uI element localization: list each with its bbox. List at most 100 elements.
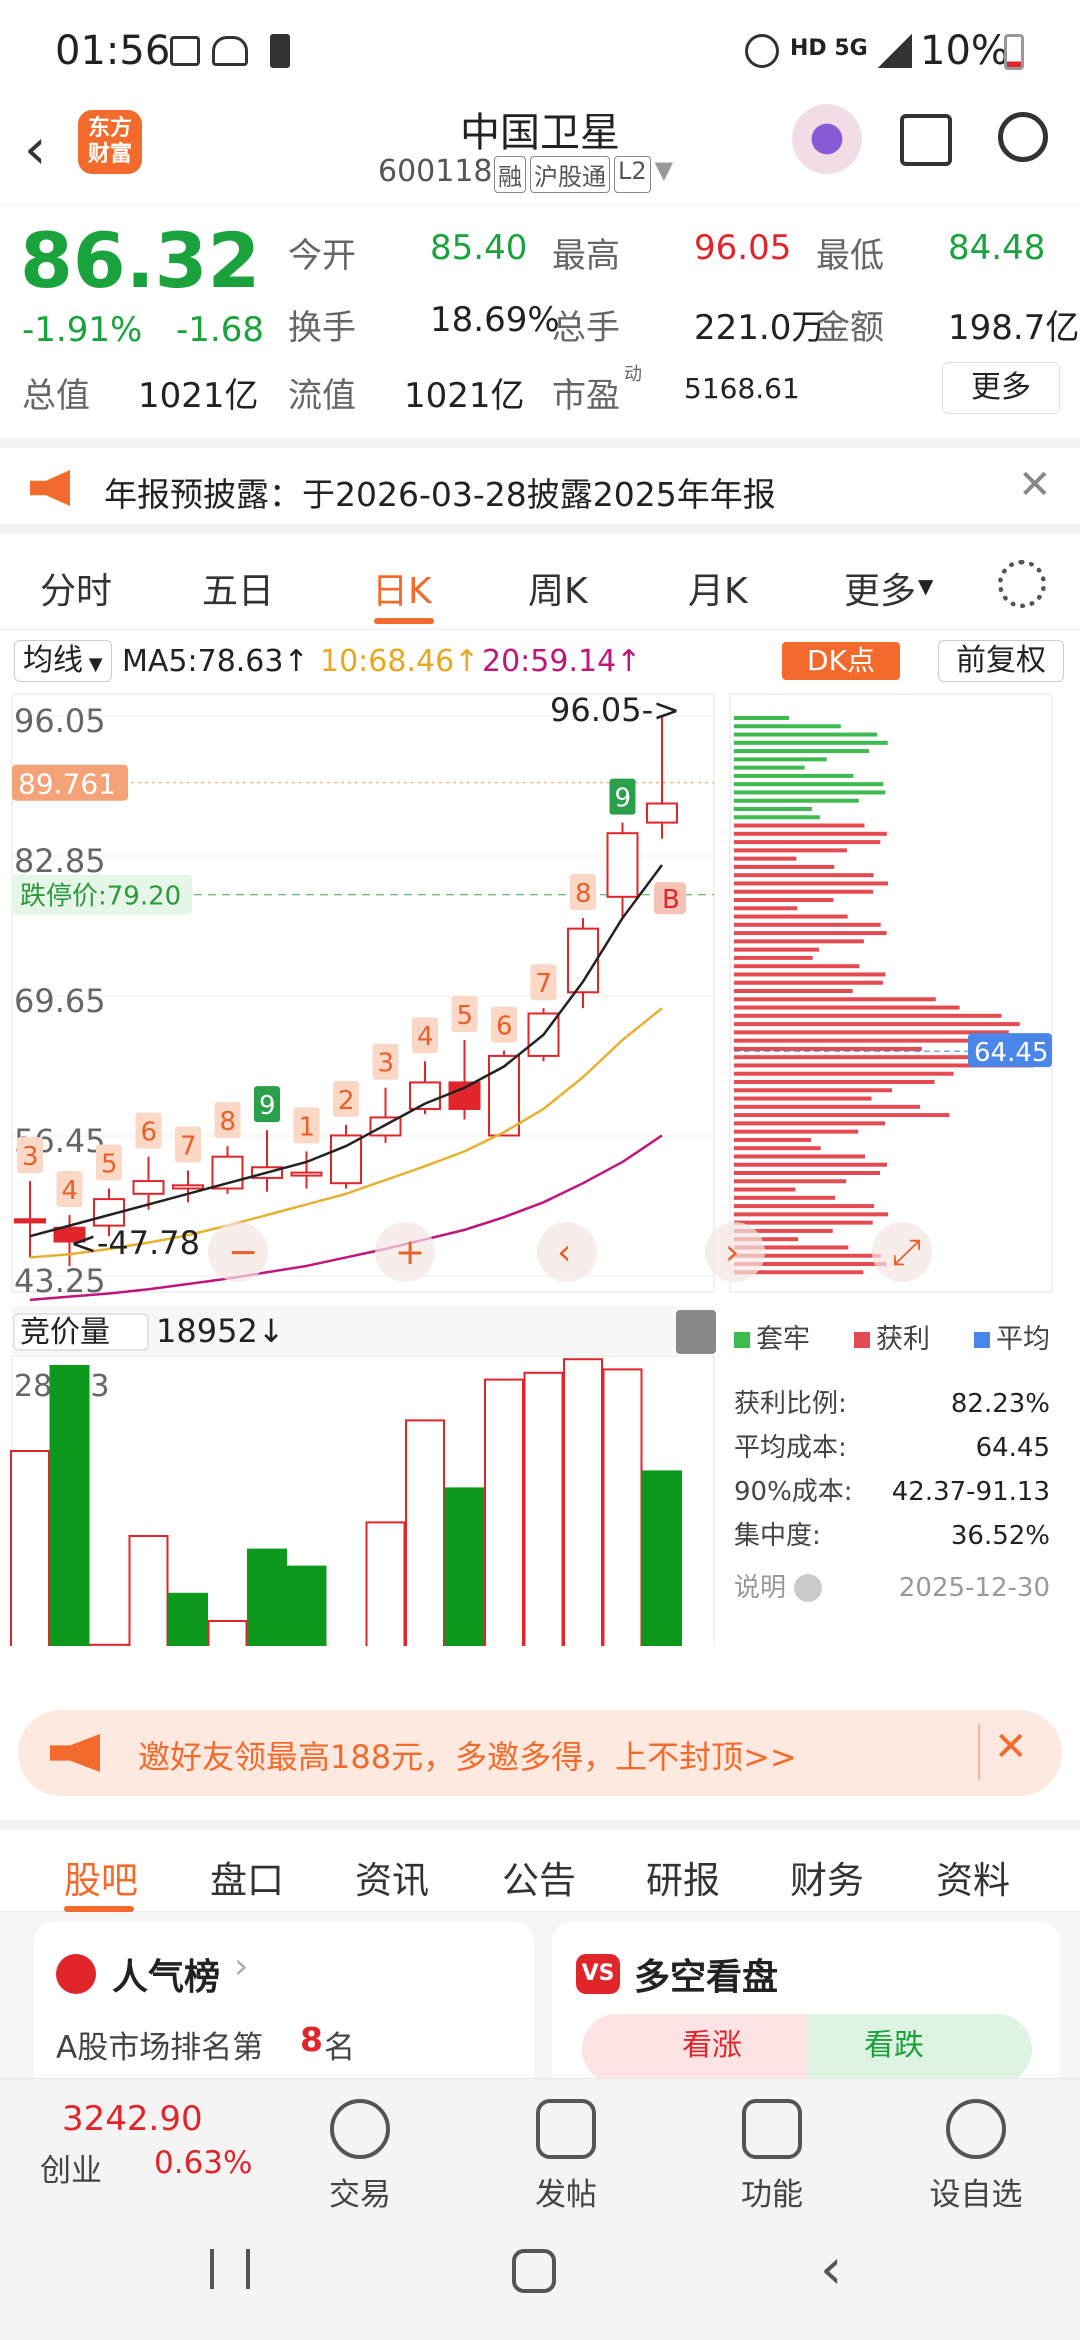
nav-trade[interactable]: 交易 bbox=[300, 2099, 420, 2214]
chip-stat-value: 36.52% bbox=[951, 1521, 1050, 1551]
y-tick-label: 69.65 bbox=[14, 982, 106, 1020]
chip-bar bbox=[734, 947, 820, 952]
banner-text: 邀好友领最高188元，多邀多得，上不封顶>> bbox=[138, 1738, 797, 1776]
nav-watchlist[interactable]: 设自选 bbox=[916, 2099, 1036, 2214]
app-logo: 东方财富 bbox=[78, 110, 142, 174]
long-short-card[interactable]: VS 多空看盘 看涨 看跌 bbox=[552, 1922, 1060, 2092]
tab-orderbook[interactable]: 盘口 bbox=[210, 1859, 284, 1902]
chip-bar bbox=[734, 1270, 864, 1275]
chip-bar bbox=[734, 848, 847, 853]
chip-bar bbox=[734, 1129, 859, 1134]
volume-bar bbox=[484, 1378, 524, 1646]
share-icon[interactable] bbox=[900, 114, 952, 166]
seq-number: 7 bbox=[536, 969, 553, 999]
candle-body bbox=[211, 1155, 244, 1190]
seq-number: 9 bbox=[259, 1091, 276, 1121]
tab-profile[interactable]: 资料 bbox=[936, 1859, 1010, 1902]
stock-code: 600118 bbox=[378, 154, 493, 189]
tab-research[interactable]: 研报 bbox=[646, 1859, 720, 1902]
indicator-select[interactable]: 均线 ▼ bbox=[14, 640, 112, 682]
chip-bar bbox=[734, 906, 798, 911]
recent-apps-icon[interactable] bbox=[210, 2249, 250, 2289]
bearish-label: 看跌 bbox=[864, 2028, 924, 2063]
bearish-button[interactable] bbox=[808, 2014, 1032, 2084]
chip-bar bbox=[734, 1113, 950, 1118]
dk-point-button[interactable]: DK点 bbox=[782, 642, 900, 680]
seq-badge bbox=[451, 996, 478, 1033]
tab-forum[interactable]: 股吧 bbox=[64, 1859, 138, 1902]
home-icon[interactable] bbox=[512, 2249, 556, 2293]
chip-bar bbox=[734, 773, 854, 778]
float-value-label: 流值 bbox=[288, 376, 356, 416]
tab-underline bbox=[374, 618, 434, 624]
notice-text: 年报预披露：于2026-03-28披露2025年年报 bbox=[104, 475, 776, 514]
tab-more[interactable]: 更多 bbox=[844, 571, 917, 612]
chip-bar bbox=[734, 1262, 887, 1266]
settings-gear-icon[interactable] bbox=[998, 560, 1046, 608]
chip-bar bbox=[734, 1038, 972, 1043]
tab-monthly-k[interactable]: 月K bbox=[688, 571, 748, 612]
chip-stat-label: 获利比例: bbox=[734, 1389, 847, 1419]
search-icon[interactable] bbox=[998, 112, 1048, 162]
ma20-line bbox=[29, 1134, 663, 1302]
float-value: 1021亿 bbox=[404, 376, 525, 416]
nav-functions[interactable]: 功能 bbox=[712, 2099, 832, 2214]
tab-finance[interactable]: 财务 bbox=[790, 1859, 864, 1902]
nav-watchlist-label: 设自选 bbox=[929, 2177, 1023, 2213]
tab-five-day[interactable]: 五日 bbox=[202, 571, 275, 612]
chip-bar bbox=[734, 1088, 892, 1093]
index-value[interactable]: 3242.90 bbox=[62, 2099, 203, 2139]
zoom-out-icon[interactable] bbox=[208, 1222, 268, 1282]
dropdown-icon[interactable]: ▼ bbox=[654, 156, 674, 184]
chip-avg-tag bbox=[968, 1033, 1052, 1068]
popularity-card[interactable]: 人气榜 › A股市场排名第 8 名 bbox=[34, 1922, 534, 2092]
seq-badge bbox=[333, 1080, 359, 1117]
chip-note: 说明 bbox=[734, 1573, 786, 1603]
back-button[interactable]: ‹ bbox=[24, 117, 47, 182]
pan-left-icon[interactable] bbox=[537, 1222, 597, 1282]
volume-bar bbox=[602, 1368, 643, 1646]
tag-l2: L2 bbox=[614, 156, 651, 193]
current-price-tag bbox=[12, 764, 128, 801]
tag-connect: 沪股通 bbox=[530, 156, 610, 193]
kline-svg[interactable]: 96.0582.8569.6556.4543.2589.761跌停价:79.20… bbox=[0, 686, 1080, 1646]
candle-body bbox=[53, 1226, 86, 1243]
tab-daily-k[interactable]: 日K bbox=[372, 571, 432, 612]
tab-weekly-k[interactable]: 周K bbox=[528, 571, 588, 612]
chip-bar bbox=[734, 1071, 954, 1076]
assistant-avatar-icon[interactable] bbox=[792, 104, 862, 174]
nav-post[interactable]: 发帖 bbox=[506, 2099, 626, 2214]
banner-close-icon[interactable]: ✕ bbox=[994, 1724, 1028, 1770]
chip-bar bbox=[734, 1171, 880, 1175]
tab-news[interactable]: 资讯 bbox=[355, 1859, 429, 1902]
back-nav-icon[interactable]: ‹ bbox=[820, 2237, 843, 2302]
invite-banner[interactable]: 邀好友领最高188元，多邀多得，上不封顶>> ✕ bbox=[18, 1710, 1062, 1796]
pan-right-icon[interactable] bbox=[705, 1222, 765, 1282]
tab-announcement[interactable]: 公告 bbox=[502, 1859, 576, 1902]
chip-bar bbox=[734, 831, 887, 836]
more-button[interactable]: 更多 bbox=[942, 362, 1060, 414]
bullish-button[interactable] bbox=[582, 2014, 812, 2084]
zoom-in-icon-glyph: + bbox=[395, 1232, 425, 1273]
chip-bar bbox=[734, 790, 886, 795]
chip-date: 2025-12-30 bbox=[899, 1573, 1050, 1603]
chip-bar bbox=[734, 1179, 847, 1184]
seq-badge bbox=[609, 778, 636, 815]
battery-percent: 10% bbox=[920, 28, 1009, 74]
main-chart-frame bbox=[11, 693, 715, 1293]
chip-bar bbox=[734, 1146, 821, 1151]
notice-bar[interactable]: 年报预披露：于2026-03-28披露2025年年报 ✕ bbox=[0, 438, 1080, 534]
seq-badge bbox=[412, 1017, 438, 1054]
close-icon[interactable]: ✕ bbox=[1018, 462, 1052, 508]
popularity-title: 人气榜 bbox=[112, 1957, 221, 1998]
adjust-button[interactable]: 前复权 bbox=[938, 640, 1064, 682]
tab-intraday[interactable]: 分时 bbox=[40, 571, 113, 612]
app-notification-icon bbox=[212, 36, 248, 66]
y-tick-label: 82.85 bbox=[14, 842, 106, 880]
zoom-in-icon[interactable] bbox=[375, 1222, 435, 1282]
chip-bar bbox=[734, 1228, 833, 1233]
buy-marker-text: B bbox=[662, 885, 680, 915]
fullscreen-icon[interactable] bbox=[872, 1222, 932, 1282]
chip-bar bbox=[734, 1212, 888, 1217]
ma20-value: 20:59.14↑ bbox=[482, 644, 642, 679]
